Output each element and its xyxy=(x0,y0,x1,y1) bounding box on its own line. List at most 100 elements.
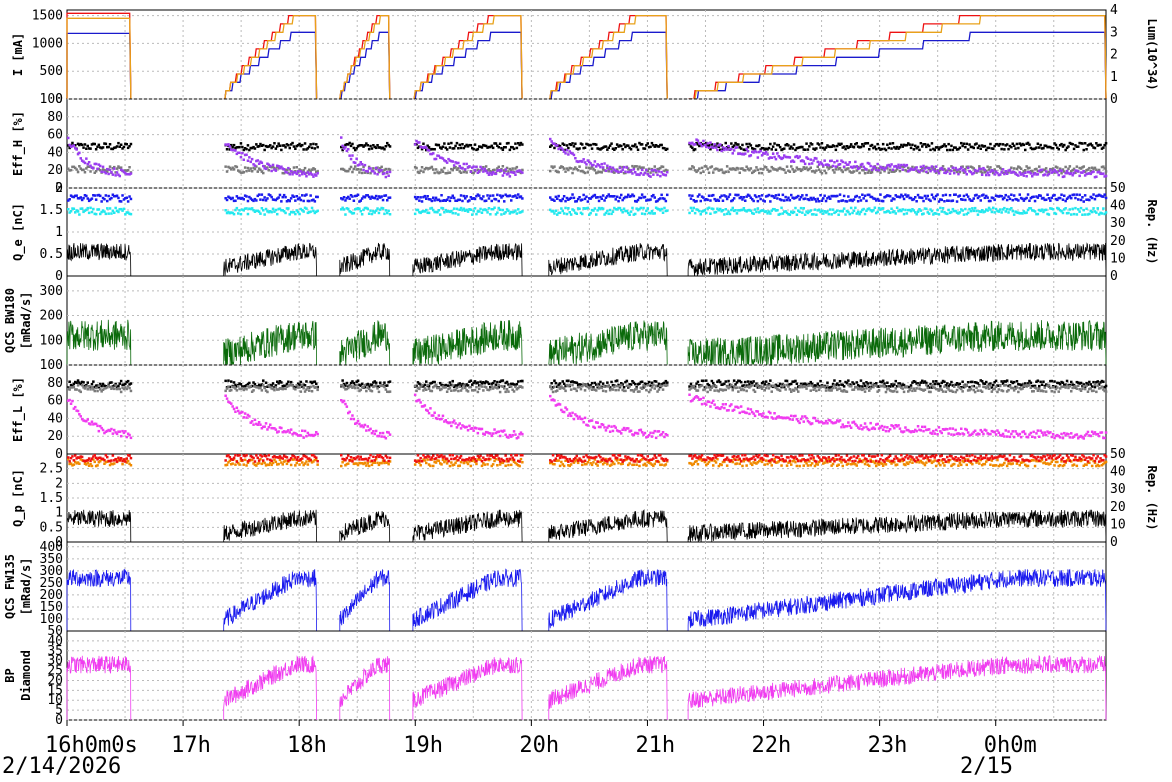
data-point xyxy=(848,383,851,386)
data-point xyxy=(615,170,619,173)
data-point xyxy=(887,171,890,174)
data-point xyxy=(369,383,372,386)
data-point xyxy=(231,211,234,215)
data-point xyxy=(287,166,290,170)
data-point xyxy=(1089,172,1092,176)
data-point xyxy=(816,160,819,164)
data-point xyxy=(242,388,245,392)
y-axis-label: Eff_H [%] xyxy=(11,111,26,176)
data-point xyxy=(440,194,443,197)
data-point xyxy=(760,387,764,390)
data-point xyxy=(624,145,627,149)
data-point xyxy=(610,170,613,173)
data-point xyxy=(660,165,663,168)
data-point xyxy=(758,211,761,214)
data-point xyxy=(944,384,948,387)
panel-frame xyxy=(66,364,1107,455)
data-point xyxy=(880,424,884,428)
data-point xyxy=(557,402,560,406)
data-point xyxy=(1075,193,1079,196)
data-point xyxy=(572,167,576,171)
data-point xyxy=(606,385,609,388)
data-point xyxy=(487,388,491,392)
data-point xyxy=(436,386,439,390)
data-point xyxy=(249,167,252,170)
data-point xyxy=(993,198,996,202)
data-point xyxy=(295,166,298,169)
data-point xyxy=(103,168,106,172)
data-point xyxy=(603,169,606,172)
data-point xyxy=(285,171,289,174)
data-point xyxy=(1032,171,1035,175)
data-point xyxy=(621,165,624,169)
data-point xyxy=(551,166,555,169)
data-point xyxy=(863,172,867,175)
data-point xyxy=(271,145,275,148)
data-point xyxy=(854,422,857,426)
data-point xyxy=(1039,170,1042,174)
data-point xyxy=(862,207,865,211)
data-point xyxy=(569,151,573,155)
data-point xyxy=(737,167,740,170)
data-point xyxy=(647,380,651,384)
data-point xyxy=(634,212,637,216)
data-point xyxy=(969,387,973,391)
data-point xyxy=(622,386,626,389)
data-point xyxy=(1039,209,1042,213)
data-point xyxy=(925,165,928,169)
data-point xyxy=(585,142,588,146)
data-point xyxy=(590,195,594,199)
data-point xyxy=(82,168,85,171)
data-point xyxy=(462,162,466,166)
data-point xyxy=(803,197,807,200)
data-point xyxy=(698,193,701,196)
data-point xyxy=(239,212,243,216)
data-point xyxy=(937,389,941,392)
data-point xyxy=(709,147,712,151)
data-point xyxy=(700,144,704,148)
data-point xyxy=(67,136,70,140)
data-point xyxy=(738,146,741,149)
data-point xyxy=(439,418,442,421)
data-point xyxy=(879,171,882,174)
data-point xyxy=(99,146,102,149)
data-point xyxy=(1011,386,1014,390)
data-point xyxy=(510,385,513,388)
data-point xyxy=(117,196,120,200)
data-point xyxy=(514,142,517,145)
data-point xyxy=(416,171,420,174)
data-point xyxy=(426,144,429,147)
data-point xyxy=(1064,199,1067,203)
data-point xyxy=(379,169,382,173)
data-point xyxy=(581,169,584,173)
y-tick-label: 200 xyxy=(40,309,63,324)
data-point xyxy=(739,208,743,212)
data-point xyxy=(596,384,599,388)
data-point xyxy=(99,212,102,216)
data-point xyxy=(439,146,442,149)
data-point xyxy=(560,207,563,210)
data-point xyxy=(902,390,906,394)
data-point xyxy=(71,195,74,198)
data-point xyxy=(739,405,743,408)
data-point xyxy=(855,165,858,168)
data-point xyxy=(861,428,864,431)
data-point xyxy=(842,194,846,198)
data-point xyxy=(277,196,280,199)
data-point xyxy=(890,389,893,393)
data-point xyxy=(833,161,836,164)
data-point xyxy=(246,413,250,417)
data-point xyxy=(340,384,343,387)
data-point xyxy=(1099,194,1102,197)
data-point xyxy=(1019,212,1023,215)
data-point xyxy=(1063,385,1066,388)
data-point xyxy=(881,379,885,383)
data-point xyxy=(1093,175,1097,179)
data-point xyxy=(712,193,715,197)
data-point xyxy=(511,195,514,198)
data-point xyxy=(805,210,808,213)
data-point xyxy=(310,433,314,437)
data-point xyxy=(599,425,602,429)
data-point xyxy=(508,212,512,215)
data-point xyxy=(433,411,436,414)
